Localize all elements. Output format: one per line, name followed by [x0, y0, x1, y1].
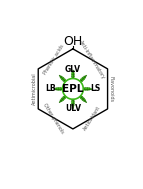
Polygon shape: [79, 95, 87, 102]
Polygon shape: [71, 70, 75, 81]
Text: ULV: ULV: [65, 104, 81, 113]
Text: Antimicrobial: Antimicrobial: [32, 73, 37, 105]
Text: GLV: GLV: [64, 64, 80, 74]
Polygon shape: [59, 75, 67, 83]
Text: Other phenols: Other phenols: [42, 102, 65, 134]
Text: LB: LB: [45, 84, 56, 93]
Polygon shape: [59, 95, 67, 102]
Circle shape: [64, 80, 82, 98]
Text: Flavonoids: Flavonoids: [109, 76, 114, 102]
Text: Antioxidant: Antioxidant: [83, 105, 102, 132]
Polygon shape: [81, 87, 92, 91]
Text: LS: LS: [90, 84, 100, 93]
Polygon shape: [79, 75, 87, 83]
Text: OH: OH: [63, 35, 83, 48]
Text: Anti-inflammatory: Anti-inflammatory: [78, 39, 106, 80]
Polygon shape: [71, 97, 75, 108]
Polygon shape: [54, 87, 64, 91]
Text: Phenolic acids: Phenolic acids: [42, 44, 65, 76]
Text: EPL: EPL: [62, 84, 84, 94]
Polygon shape: [38, 49, 108, 129]
